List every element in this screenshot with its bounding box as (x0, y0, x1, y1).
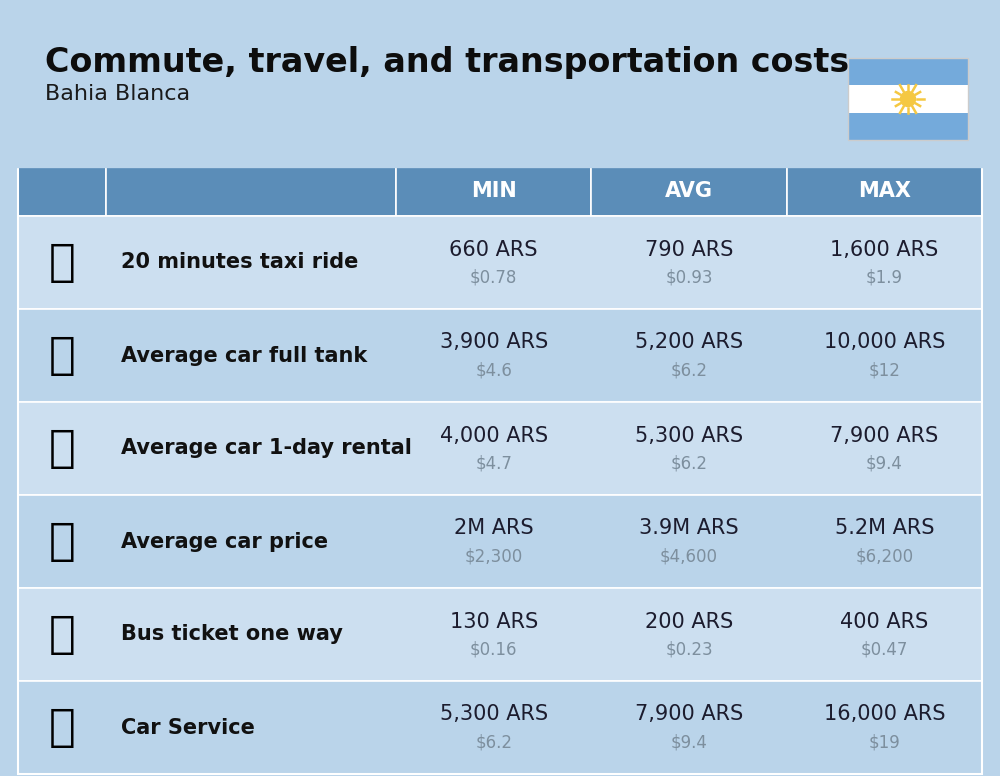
Text: $12: $12 (868, 362, 900, 379)
Bar (18, 681, 982, 774)
Text: $0.23: $0.23 (665, 640, 713, 659)
Text: 🔧: 🔧 (49, 706, 75, 749)
Text: MIN: MIN (471, 181, 517, 201)
Text: 5,300 ARS: 5,300 ARS (440, 705, 548, 725)
Text: 10,000 ARS: 10,000 ARS (824, 332, 945, 352)
Text: 400 ARS: 400 ARS (840, 611, 928, 632)
Text: $0.47: $0.47 (861, 640, 908, 659)
Text: 4,000 ARS: 4,000 ARS (440, 425, 548, 445)
Text: $0.78: $0.78 (470, 268, 517, 286)
Text: 5,300 ARS: 5,300 ARS (635, 425, 743, 445)
Bar (848, 85, 968, 113)
Text: $0.93: $0.93 (665, 268, 713, 286)
Bar (18, 402, 982, 495)
Text: 1,600 ARS: 1,600 ARS (830, 240, 938, 259)
Text: 3,900 ARS: 3,900 ARS (440, 332, 548, 352)
Text: 7,900 ARS: 7,900 ARS (830, 425, 938, 445)
Text: 16,000 ARS: 16,000 ARS (824, 705, 945, 725)
Text: 2M ARS: 2M ARS (454, 518, 533, 539)
Text: 🚌: 🚌 (49, 613, 75, 656)
Text: 790 ARS: 790 ARS (645, 240, 733, 259)
Text: Commute, travel, and transportation costs: Commute, travel, and transportation cost… (45, 46, 849, 79)
Bar (787, 166, 982, 216)
Text: Average car full tank: Average car full tank (121, 345, 367, 365)
Circle shape (900, 92, 916, 106)
Text: $6.2: $6.2 (670, 362, 708, 379)
Text: 660 ARS: 660 ARS (449, 240, 538, 259)
Text: 200 ARS: 200 ARS (645, 611, 733, 632)
Text: $6.2: $6.2 (475, 733, 512, 751)
Text: ⛽: ⛽ (49, 334, 75, 377)
Text: $4,600: $4,600 (660, 548, 718, 566)
Text: 🚕: 🚕 (49, 241, 75, 284)
Text: MAX: MAX (858, 181, 911, 201)
Text: 5.2M ARS: 5.2M ARS (835, 518, 934, 539)
Text: 130 ARS: 130 ARS (450, 611, 538, 632)
Text: $0.16: $0.16 (470, 640, 517, 659)
Text: $1.9: $1.9 (866, 268, 903, 286)
Text: $2,300: $2,300 (465, 548, 523, 566)
Text: $9.4: $9.4 (671, 733, 707, 751)
Text: 🚗: 🚗 (49, 520, 75, 563)
Text: Car Service: Car Service (121, 718, 255, 737)
Bar (18, 309, 982, 402)
Text: 5,200 ARS: 5,200 ARS (635, 332, 743, 352)
Bar (18, 166, 982, 774)
Text: 3.9M ARS: 3.9M ARS (639, 518, 739, 539)
Text: Bahia Blanca: Bahia Blanca (45, 84, 190, 104)
Text: AVG: AVG (665, 181, 713, 201)
Text: $4.7: $4.7 (475, 455, 512, 473)
Bar (18, 495, 982, 588)
Bar (106, 166, 396, 216)
Text: 7,900 ARS: 7,900 ARS (635, 705, 743, 725)
Text: $6,200: $6,200 (855, 548, 913, 566)
Bar (848, 58, 968, 85)
Bar (848, 58, 968, 140)
Text: $6.2: $6.2 (670, 455, 708, 473)
Text: 🚙: 🚙 (49, 427, 75, 470)
Text: Average car 1-day rental: Average car 1-day rental (121, 438, 412, 459)
Bar (18, 166, 106, 216)
Bar (18, 216, 982, 309)
Text: $9.4: $9.4 (866, 455, 903, 473)
Text: Bus ticket one way: Bus ticket one way (121, 625, 343, 645)
Text: 20 minutes taxi ride: 20 minutes taxi ride (121, 252, 358, 272)
Bar (848, 113, 968, 140)
Text: $4.6: $4.6 (475, 362, 512, 379)
Text: $19: $19 (868, 733, 900, 751)
Text: Average car price: Average car price (121, 532, 328, 552)
Bar (396, 166, 591, 216)
Bar (18, 588, 982, 681)
Bar (591, 166, 787, 216)
